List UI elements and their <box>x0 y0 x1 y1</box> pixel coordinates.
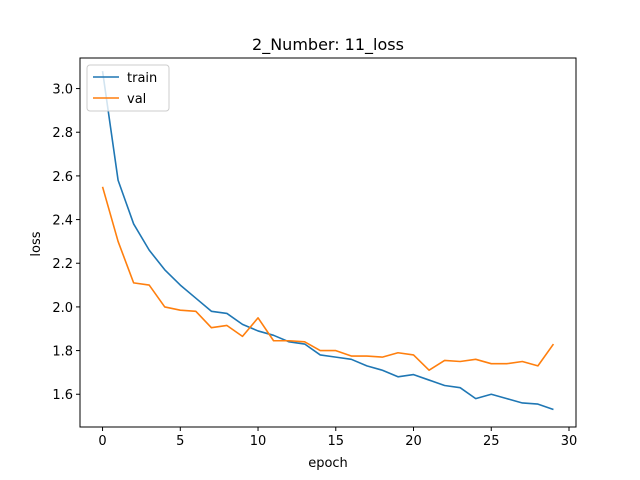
legend-label-val: val <box>127 92 146 107</box>
y-tick-label: 2.0 <box>52 301 73 316</box>
y-tick-label: 1.6 <box>52 388 73 403</box>
legend-label-train: train <box>127 71 157 86</box>
y-tick-label: 1.8 <box>52 345 73 360</box>
y-axis-label: loss <box>29 231 44 256</box>
y-tick-label: 2.4 <box>52 214 73 229</box>
chart-title: 2_Number: 11_loss <box>252 35 404 55</box>
x-tick-label: 25 <box>483 434 500 449</box>
plot-area: 0 5 10 15 20 25 30 1.6 1.8 2.0 2.2 2.4 2.6 2.8 3.0 trai… <box>52 57 578 449</box>
x-tick-label: 0 <box>98 434 106 449</box>
series-line-val <box>101 186 555 372</box>
y-tick-label: 2.6 <box>52 170 73 185</box>
x-tick-label: 15 <box>328 434 345 449</box>
y-tick-label: 2.8 <box>52 126 73 141</box>
series-line-train <box>101 70 554 411</box>
x-tick-label: 20 <box>405 434 422 449</box>
x-tick-label: 30 <box>561 434 578 449</box>
axes-frame <box>79 57 577 428</box>
x-tick-label: 5 <box>176 434 184 449</box>
x-tick-label: 10 <box>250 434 267 449</box>
x-axis-label: epoch <box>308 456 348 471</box>
y-tick-label: 2.2 <box>52 257 73 272</box>
y-tick-label: 3.0 <box>52 83 73 98</box>
